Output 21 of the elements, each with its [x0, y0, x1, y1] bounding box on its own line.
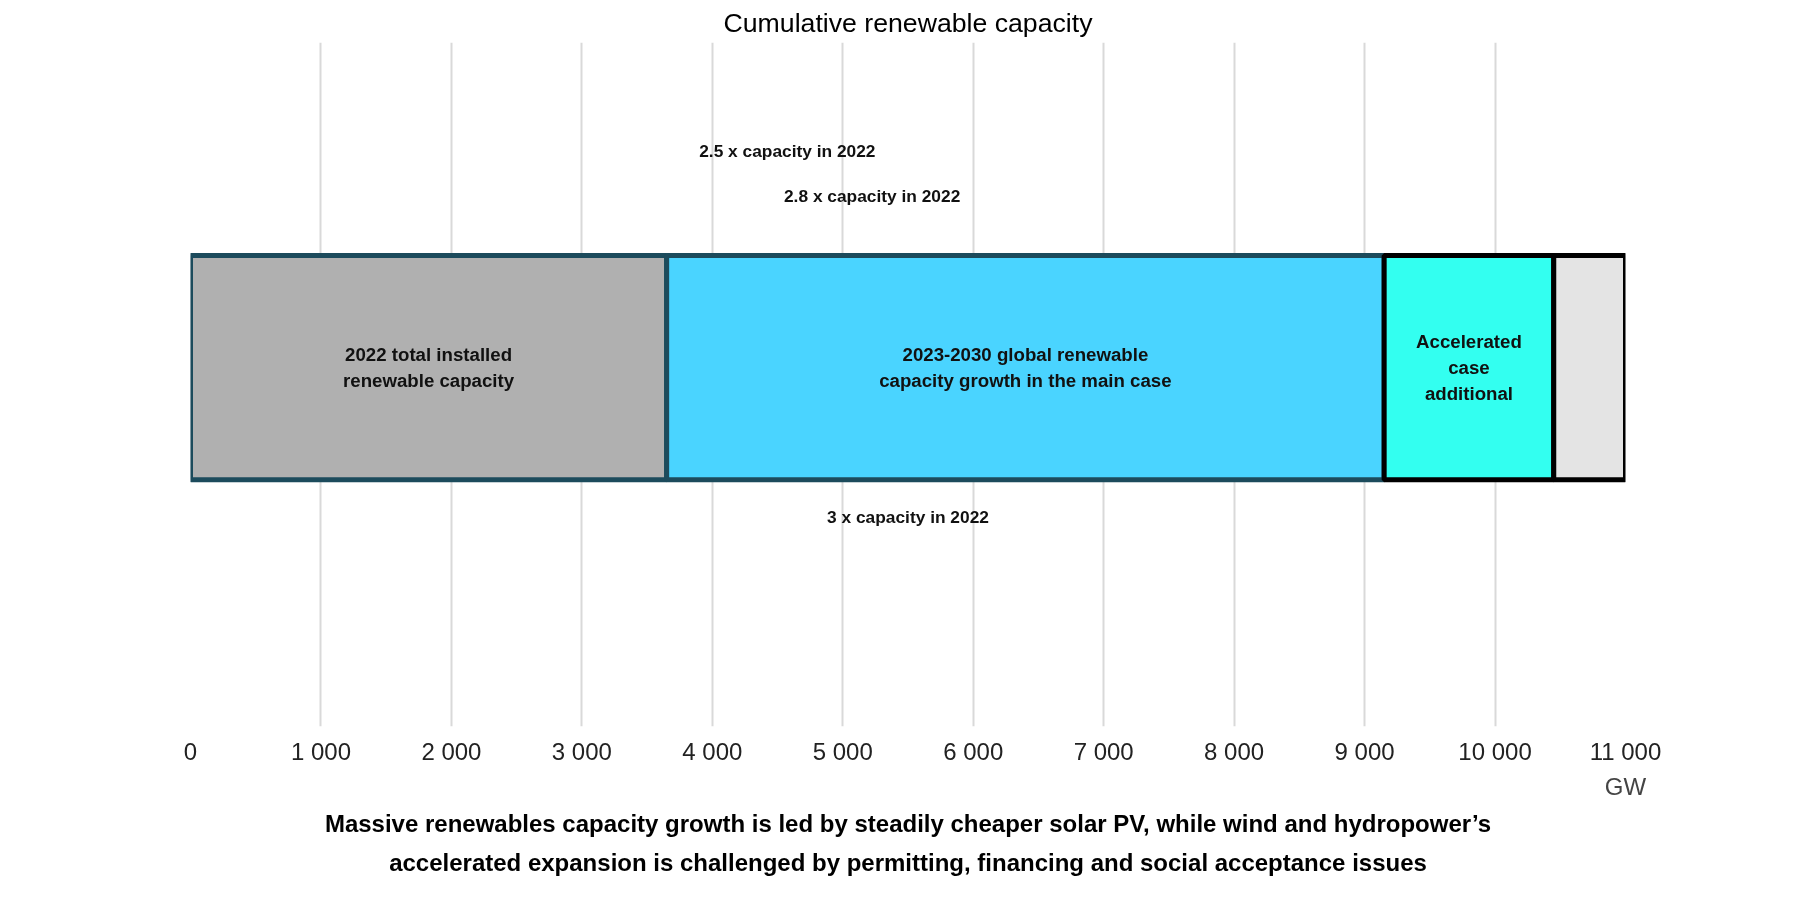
- chart-title: Cumulative renewable capacity: [723, 7, 1094, 38]
- x-tick-label: 2 000: [421, 737, 482, 765]
- x-axis-title: GW: [1604, 772, 1647, 800]
- annotation: 3 x capacity in 2022: [827, 506, 989, 527]
- x-tick-label: 5 000: [812, 737, 873, 765]
- x-tick-label: 11 000: [1589, 737, 1662, 765]
- x-tick-label: 3 000: [551, 737, 612, 765]
- series-label: 2023-2030 global renewable capacity growth in the main case: [879, 344, 1172, 392]
- x-tick-label: 4 000: [682, 737, 743, 765]
- series-label: Accelerated case additional: [1416, 330, 1522, 405]
- annotation: 2.8 x capacity in 2022: [783, 186, 961, 207]
- x-tick-label: 8 000: [1204, 737, 1265, 765]
- text: Massive renewables capacity growth is led by steadily cheaper solar PV, while wind and hydropower’s accelerated expansion is challenged by permitting, financing and social acceptance issues: [324, 809, 1492, 876]
- x-tick-label: 0: [183, 737, 198, 765]
- x-tick-label: 9 000: [1334, 737, 1395, 765]
- x-tick-label: 7 000: [1073, 737, 1134, 765]
- series-label: 2022 total installed renewable capacity: [343, 344, 515, 392]
- x-tick-label: 1 000: [290, 737, 351, 765]
- annotation: 2.5 x capacity in 2022: [699, 141, 876, 162]
- x-tick-label: 6 000: [943, 737, 1004, 765]
- x-tick-label: 10 000: [1458, 737, 1532, 765]
